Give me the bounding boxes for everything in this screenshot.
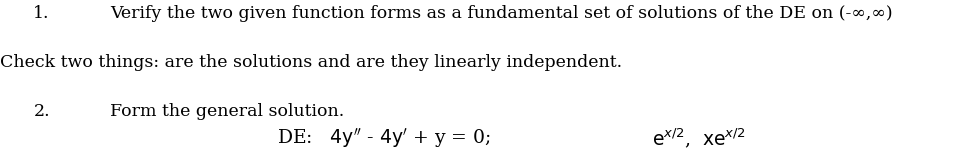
Text: Verify the two given function forms as a fundamental set of solutions of the DE : Verify the two given function forms as a… (110, 5, 893, 22)
Text: Check two things: are the solutions and are they linearly independent.: Check two things: are the solutions and … (0, 54, 622, 71)
Text: 1.: 1. (33, 5, 50, 22)
Text: Form the general solution.: Form the general solution. (110, 103, 344, 119)
Text: $\mathrm{xe}^{x/2}$: $\mathrm{xe}^{x/2}$ (702, 128, 746, 150)
Text: 2.: 2. (33, 103, 50, 119)
Text: DE:   $4\mathrm{y}^{\prime\prime}$ - $4\mathrm{y}^{\prime}$ + y = 0;: DE: $4\mathrm{y}^{\prime\prime}$ - $4\ma… (277, 126, 491, 150)
Text: $\mathrm{e}^{x/2}$,: $\mathrm{e}^{x/2}$, (652, 126, 690, 150)
